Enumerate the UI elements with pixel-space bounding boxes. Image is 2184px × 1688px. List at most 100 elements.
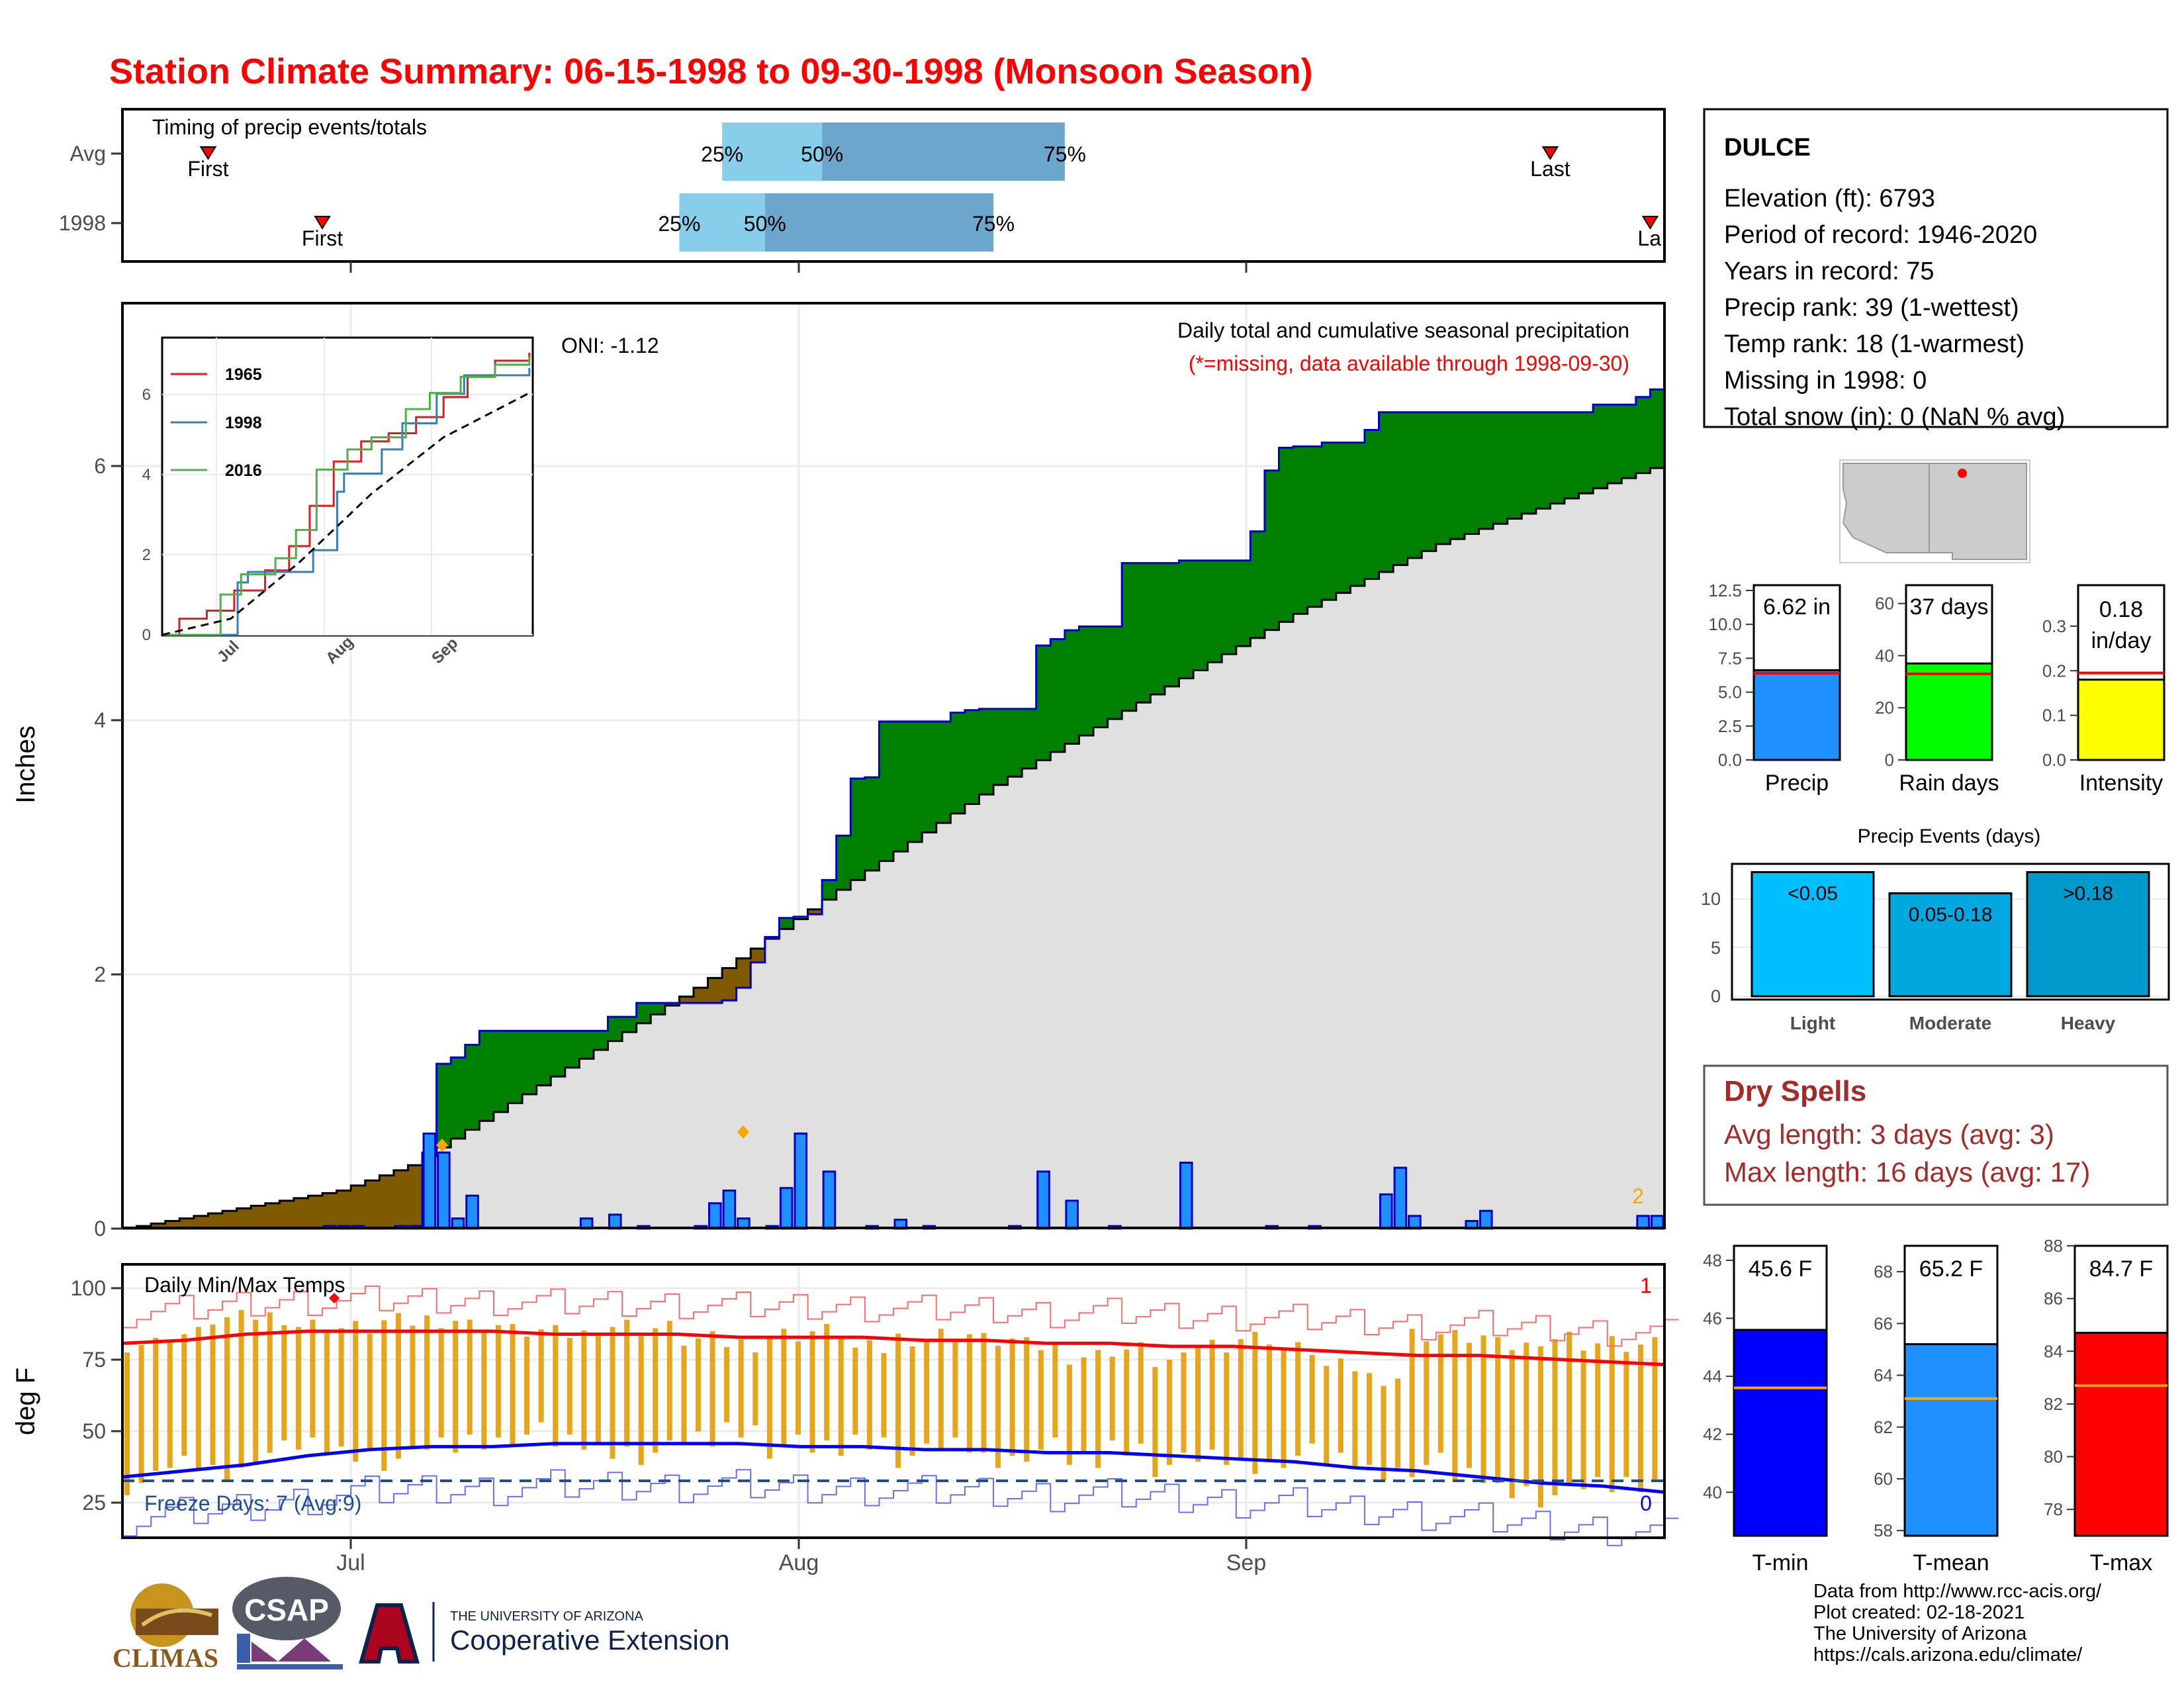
surplus-area-segment	[465, 1045, 480, 1130]
timing-pct-label-Avg-0: 25%	[701, 142, 743, 166]
timing-title: Timing of precip events/totals	[152, 115, 427, 139]
events-ytick-0: 0	[1711, 986, 1721, 1006]
temp-range-bar	[510, 1323, 516, 1447]
footer-line-data-source: Data from http://www.rcc-acis.org/	[1813, 1581, 2102, 1602]
average-cumulative-area	[122, 467, 1664, 1229]
surplus-area-segment	[1550, 412, 1565, 504]
timing-pct-label-Avg-1: 50%	[801, 142, 843, 166]
surplus-area-segment	[1279, 447, 1294, 622]
surplus-area-segment	[1621, 404, 1637, 479]
temp-range-bar	[909, 1346, 915, 1456]
daily-precip-bar	[608, 1213, 622, 1230]
summary-tick-label-0: 5.0	[1718, 682, 1742, 702]
record-high-line	[122, 1286, 1679, 1347]
surplus-area-segment	[1164, 563, 1180, 686]
temp-range-bar	[809, 1331, 815, 1453]
surplus-area-segment	[993, 708, 1009, 785]
temp-range-bar	[1609, 1336, 1615, 1493]
temp-range-bar	[653, 1328, 659, 1453]
surplus-area-segment	[1136, 563, 1151, 703]
average-max-line	[122, 1329, 1665, 1366]
daily-precip-bar	[1065, 1199, 1079, 1230]
events-xtick-heavy: Heavy	[2061, 1013, 2116, 1033]
surplus-area-segment	[1650, 389, 1665, 468]
timing-bar-upper-1998	[764, 193, 994, 252]
temp-range-bar	[624, 1319, 630, 1447]
temp-bars	[124, 1309, 1658, 1508]
surplus-area-segment	[1379, 412, 1394, 572]
temp-range-bar	[1566, 1331, 1572, 1483]
surplus-area-segment	[1307, 446, 1322, 607]
temp-range-bar	[1038, 1350, 1044, 1450]
station-snow: Total snow (in): 0 (NaN % avg)	[1724, 403, 2065, 431]
temp-range-bar	[866, 1340, 872, 1450]
daily-precip-bar	[794, 1132, 808, 1230]
deficit-area-segment	[379, 1175, 394, 1229]
surplus-area-segment	[1479, 412, 1494, 529]
event-bars: <0.05 0.05-0.18 >0.18	[1751, 871, 2150, 998]
deficit-area-segment	[693, 988, 709, 1004]
events-ytick-10: 10	[1701, 889, 1721, 909]
temp-range-bar	[852, 1347, 858, 1434]
temp-range-bar	[353, 1321, 359, 1462]
surplus-area-segment	[508, 1031, 523, 1103]
station-precip-rank: Precip rank: 39 (1-wettest)	[1724, 294, 2019, 322]
inset-legend-1965: 1965	[225, 365, 262, 384]
surplus-area-segment	[936, 721, 951, 823]
surplus-area-segment	[1293, 446, 1308, 614]
deficit-area-segment	[236, 1208, 251, 1229]
ua-line2: Cooperative Extension	[450, 1624, 730, 1656]
temp-range-bar	[981, 1333, 987, 1453]
temp-summary-label-0: T-min	[1752, 1550, 1809, 1575]
surplus-area-segment	[1535, 412, 1551, 509]
footer-line-plot-created: Plot created: 02-18-2021	[1813, 1602, 2025, 1623]
surplus-area-segment	[893, 721, 909, 852]
temp-range-bar	[224, 1317, 230, 1480]
temp-range-bar	[781, 1329, 787, 1447]
summary-tick-label-2: 0.2	[2042, 661, 2066, 680]
surplus-area-segment	[836, 835, 851, 890]
timing-pct-label-Avg-2: 75%	[1044, 142, 1086, 166]
temp-range-bar	[881, 1352, 887, 1438]
temp-range-bar	[1466, 1342, 1472, 1468]
temp-range-bar	[1209, 1339, 1215, 1450]
temp-summary-tick-label-2: 82	[2044, 1394, 2063, 1414]
event-bar-heavy	[2026, 871, 2150, 998]
surplus-area-segment	[850, 778, 866, 880]
surplus-area-segment	[608, 1017, 623, 1041]
precip-panel: ONI: -1.12 Daily total and cumulative se…	[11, 302, 1666, 1241]
inset-ytick-2: 2	[142, 546, 151, 564]
temp-range-bar	[238, 1309, 244, 1468]
surplus-area-segment	[1422, 412, 1437, 551]
surplus-area-segment	[1079, 626, 1094, 736]
temp-summary-tick-label-1: 64	[1874, 1366, 1893, 1385]
surplus-area-segment	[651, 1003, 666, 1015]
summary-tick-label-0: 2.5	[1718, 716, 1742, 736]
surplus-area-segment	[1207, 560, 1222, 663]
record-low-line	[122, 1469, 1679, 1546]
surplus-area-segment	[922, 721, 937, 833]
temp-range-bar	[181, 1334, 187, 1456]
surplus-area-segment	[950, 712, 966, 814]
surplus-area-segment	[579, 1031, 594, 1059]
summary-tick-label-2: 0.3	[2042, 616, 2066, 636]
daily-precip-bar	[722, 1190, 737, 1230]
surplus-area-segment	[1336, 442, 1351, 593]
temp-range-bar	[1195, 1346, 1201, 1462]
temp-summary-tick-label-2: 86	[2044, 1289, 2063, 1309]
new-mexico-shape	[1929, 463, 2027, 560]
temp-range-bar	[1152, 1367, 1158, 1477]
temp-range-bar	[666, 1321, 672, 1441]
surplus-area-segment	[1193, 560, 1208, 671]
temp-range-bar	[1338, 1358, 1343, 1453]
temps-ytick-25: 25	[82, 1491, 106, 1515]
summary-value-unit-2: in/day	[2091, 628, 2152, 653]
summary-label-0: Precip	[1765, 771, 1829, 796]
temp-range-bar	[1066, 1364, 1072, 1465]
temp-range-bar	[1424, 1341, 1430, 1465]
university-of-arizona-logo: THE UNIVERSITY OF ARIZONA Cooperative Ex…	[359, 1602, 730, 1664]
temp-summary-tick-label-0: 42	[1703, 1425, 1722, 1444]
temp-range-bar	[1309, 1354, 1315, 1444]
surplus-area-segment	[1635, 397, 1651, 473]
hot-count: 1	[1640, 1274, 1652, 1297]
